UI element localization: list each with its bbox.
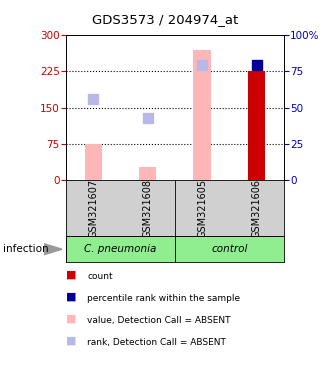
Text: GSM321608: GSM321608: [143, 179, 153, 238]
Text: C. pneumonia: C. pneumonia: [84, 244, 157, 254]
Text: infection: infection: [3, 244, 49, 254]
Text: percentile rank within the sample: percentile rank within the sample: [87, 294, 241, 303]
Bar: [139, 167, 156, 180]
Text: control: control: [211, 244, 248, 254]
Point: [254, 62, 259, 68]
Text: GDS3573 / 204974_at: GDS3573 / 204974_at: [92, 13, 238, 26]
Text: GSM321607: GSM321607: [88, 179, 98, 238]
Text: ■: ■: [66, 336, 77, 346]
Bar: [248, 71, 265, 180]
Bar: [66, 236, 175, 262]
Text: ■: ■: [66, 270, 77, 280]
Polygon shape: [44, 244, 62, 255]
Bar: [175, 236, 284, 262]
Text: GSM321606: GSM321606: [251, 179, 262, 238]
Point: [90, 96, 96, 102]
Point: [199, 62, 205, 68]
Bar: [84, 144, 102, 180]
Text: ■: ■: [66, 292, 77, 302]
Text: value, Detection Call = ABSENT: value, Detection Call = ABSENT: [87, 316, 231, 324]
Text: GSM321605: GSM321605: [197, 179, 207, 238]
Text: ■: ■: [66, 314, 77, 324]
Text: count: count: [87, 272, 113, 281]
Point: [145, 115, 150, 121]
Text: rank, Detection Call = ABSENT: rank, Detection Call = ABSENT: [87, 338, 226, 346]
Bar: [193, 50, 211, 180]
